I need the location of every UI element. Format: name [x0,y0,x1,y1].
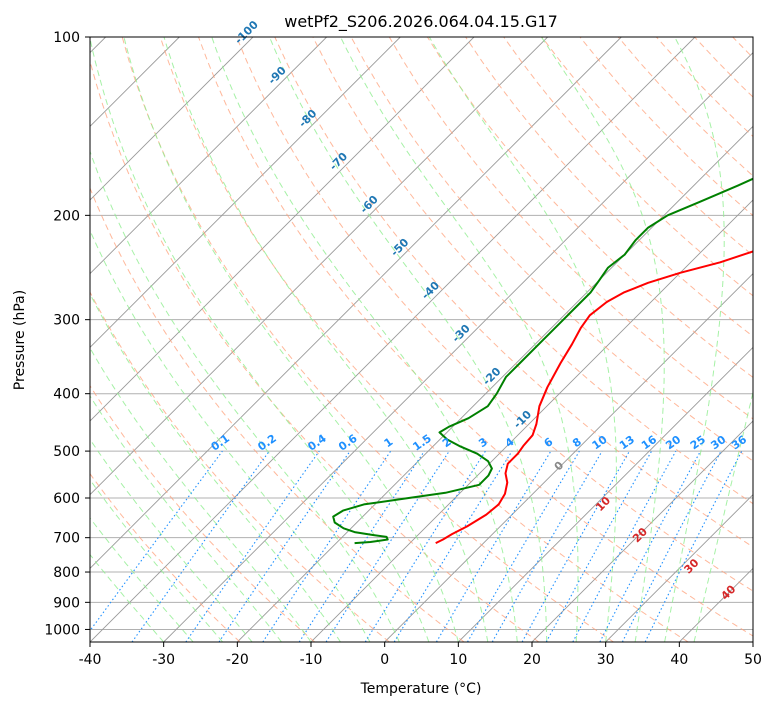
moist-adiabat-line [90,394,282,642]
dry-adiabat-line [426,37,753,378]
mixing-ratio-line [325,450,450,642]
dry-adiabat-line [503,37,753,297]
dry-adiabat-line [90,291,390,642]
moist-adiabat-line [123,37,459,642]
isotherm-line [90,37,548,496]
mixing-ratio-line [545,450,653,642]
dry-adiabat-line [198,37,753,637]
y-tick-label: 600 [53,491,80,507]
mixing-ratio-line [131,450,270,642]
chart-title: wetPf2_S206.2026.064.04.15.G17 [284,12,558,32]
moist-adiabat-line [90,438,253,642]
isotherm-line [458,346,753,642]
isotherm-line [90,37,327,275]
dry-adiabat-line [465,37,753,338]
y-tick-label: 200 [53,208,80,224]
moist-adiabat-line [540,37,665,642]
mixing-ratio-line [298,450,425,642]
dry-adiabat-line [312,37,753,505]
x-tick-label: 30 [597,652,615,668]
x-tick-label: -40 [79,652,102,668]
mixing-ratio-line [644,450,743,642]
y-tick-label: 500 [53,444,80,460]
y-tick-label: 700 [53,531,80,547]
isotherm-line [163,52,753,642]
moist-adiabat-line [90,293,341,642]
dry-adiabat-line [388,37,753,420]
x-tick-label: 40 [670,652,688,668]
x-tick-label: 50 [744,652,762,668]
dry-adiabat-line [90,186,465,642]
y-tick-label: 400 [53,387,80,403]
y-tick-label: 1000 [44,622,80,638]
dry-adiabat-line [121,37,614,642]
dry-adiabat-line [90,59,540,642]
x-tick-label: -10 [300,652,323,668]
x-tick-label: 20 [523,652,541,668]
moist-adiabat-line [664,37,725,642]
moist-adiabat-line [90,553,165,642]
isotherm-line [531,420,753,642]
isotherm-line [310,199,753,642]
y-tick-label: 300 [53,313,80,329]
plot-frame [89,36,754,643]
dry-adiabat-line [159,37,689,642]
mixing-ratio-line [218,450,351,642]
isotherm-line [90,37,401,348]
isotherm-line [237,125,753,642]
moist-adiabat-line [90,37,430,642]
moist-adiabat-line [163,37,489,642]
dry-adiabat-line [236,37,753,592]
moist-adiabat-line [340,37,579,642]
moist-adiabat-line [90,347,312,642]
background-lines [90,37,753,642]
isotherm-line [90,37,254,201]
mixing-ratio-line [185,450,320,642]
mixing-ratio-line [572,450,677,642]
moist-adiabat-line [211,37,518,642]
mixing-ratio-line [521,450,630,642]
isotherm-line [90,37,622,569]
mixing-ratio-line [90,450,223,632]
isotherm-line [605,494,753,642]
x-tick-label: -30 [152,652,175,668]
x-tick-label: 10 [449,652,467,668]
dry-adiabat-line [90,384,316,642]
x-axis-label: Temperature (°C) [360,681,482,697]
dry-adiabat-line [350,37,753,462]
dewpoint-profile-line [332,177,753,545]
moist-adiabat-line [90,517,194,642]
temperature-profile-line [435,250,753,544]
isotherm-line [90,37,475,422]
axes: -40 -30 -20 -10 0 10 20 30 40 50 100 200 300 400 500 60… [44,30,762,668]
moist-adiabat-line [90,149,400,642]
y-axis-label: Pressure (hPa) [12,290,28,390]
mixing-ratio-line [262,450,392,642]
y-tick-label: 800 [53,565,80,581]
profile-lines [332,177,753,545]
moist-adiabat-line [90,229,371,642]
moist-adiabat-line [428,37,617,642]
mixing-ratio-line [393,450,513,642]
x-tick-label: 0 [380,652,389,668]
y-tick-label: 100 [53,30,80,46]
dry-adiabat-line [90,472,241,642]
y-tick-label: 900 [53,595,80,611]
dry-adiabat-line [274,37,753,548]
moist-adiabat-line [90,479,223,642]
isotherm-line [90,37,696,642]
moist-adiabat-line [693,390,753,642]
isotherm-line [384,273,753,642]
moist-adiabat-line [269,37,548,642]
x-tick-label: -20 [226,652,249,668]
